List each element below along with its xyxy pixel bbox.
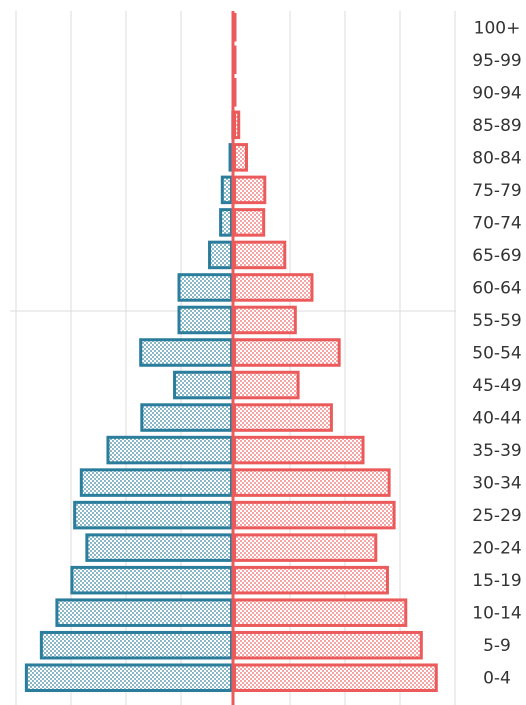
- right-bar-25-29: [233, 500, 396, 530]
- age-label-25-29: 25-29: [472, 506, 521, 526]
- age-label-0-4: 0-4: [483, 669, 511, 689]
- right-bar-95-99: [233, 45, 237, 75]
- left-bar-75-79: [220, 175, 233, 205]
- age-label-20-24: 20-24: [472, 539, 521, 559]
- age-label-85-89: 85-89: [472, 116, 521, 136]
- left-bar-70-74: [219, 208, 233, 237]
- left-bar-0-4: [24, 663, 233, 693]
- left-bar-10-14: [55, 598, 234, 627]
- left-bar-55-59: [177, 305, 233, 335]
- age-label-65-69: 65-69: [472, 246, 521, 266]
- right-bar-30-34: [233, 468, 391, 497]
- right-bar-0-4: [233, 663, 438, 693]
- right-bar-40-44: [233, 403, 333, 432]
- left-bar-60-64: [177, 273, 233, 302]
- age-label-80-84: 80-84: [472, 148, 521, 168]
- age-label-40-44: 40-44: [472, 409, 521, 429]
- right-bar-90-94: [233, 78, 237, 107]
- left-bar-40-44: [140, 403, 233, 432]
- right-bar-50-54: [233, 338, 341, 367]
- left-bar-5-9: [39, 630, 233, 660]
- left-bar-25-29: [73, 500, 233, 530]
- left-bar-15-19: [70, 565, 234, 595]
- age-label-90-94: 90-94: [472, 83, 521, 103]
- age-label-10-14: 10-14: [472, 604, 521, 624]
- left-bar-65-69: [208, 240, 233, 270]
- age-label-45-49: 45-49: [472, 376, 521, 396]
- age-label-100+: 100+: [474, 18, 521, 38]
- age-label-30-34: 30-34: [472, 474, 521, 494]
- age-label-15-19: 15-19: [472, 571, 521, 591]
- left-bar-35-39: [106, 435, 233, 465]
- right-bar-70-74: [233, 208, 266, 237]
- right-bar-80-84: [233, 143, 248, 172]
- right-bar-15-19: [233, 565, 389, 595]
- age-label-60-64: 60-64: [472, 278, 521, 298]
- right-bar-20-24: [233, 533, 378, 562]
- age-label-75-79: 75-79: [472, 181, 521, 201]
- age-label-70-74: 70-74: [472, 213, 521, 233]
- left-series-bars: [24, 78, 236, 693]
- right-series-bars: [233, 13, 438, 693]
- right-bar-55-59: [233, 305, 297, 335]
- right-bar-10-14: [233, 598, 408, 627]
- right-bar-45-49: [233, 370, 300, 400]
- age-label-35-39: 35-39: [472, 441, 521, 461]
- left-bar-50-54: [139, 338, 233, 367]
- left-bar-45-49: [173, 370, 233, 400]
- age-group-labels: 0-4 5-9 10-14 15-19 20-24 25-29 30-34 35-39 40-4…: [472, 18, 521, 688]
- age-label-5-9: 5-9: [483, 636, 511, 656]
- right-bar-100+: [233, 13, 237, 42]
- right-bar-85-89: [233, 110, 241, 140]
- age-label-95-99: 95-99: [472, 51, 521, 71]
- right-bar-65-69: [233, 240, 287, 270]
- right-bar-60-64: [233, 273, 314, 302]
- right-bar-5-9: [233, 630, 423, 660]
- right-bar-35-39: [233, 435, 365, 465]
- right-bar-75-79: [233, 175, 267, 205]
- age-label-55-59: 55-59: [472, 311, 521, 331]
- left-bar-80-84: [228, 143, 233, 172]
- age-label-50-54: 50-54: [472, 344, 521, 364]
- left-bar-20-24: [85, 533, 234, 562]
- left-bar-30-34: [79, 468, 233, 497]
